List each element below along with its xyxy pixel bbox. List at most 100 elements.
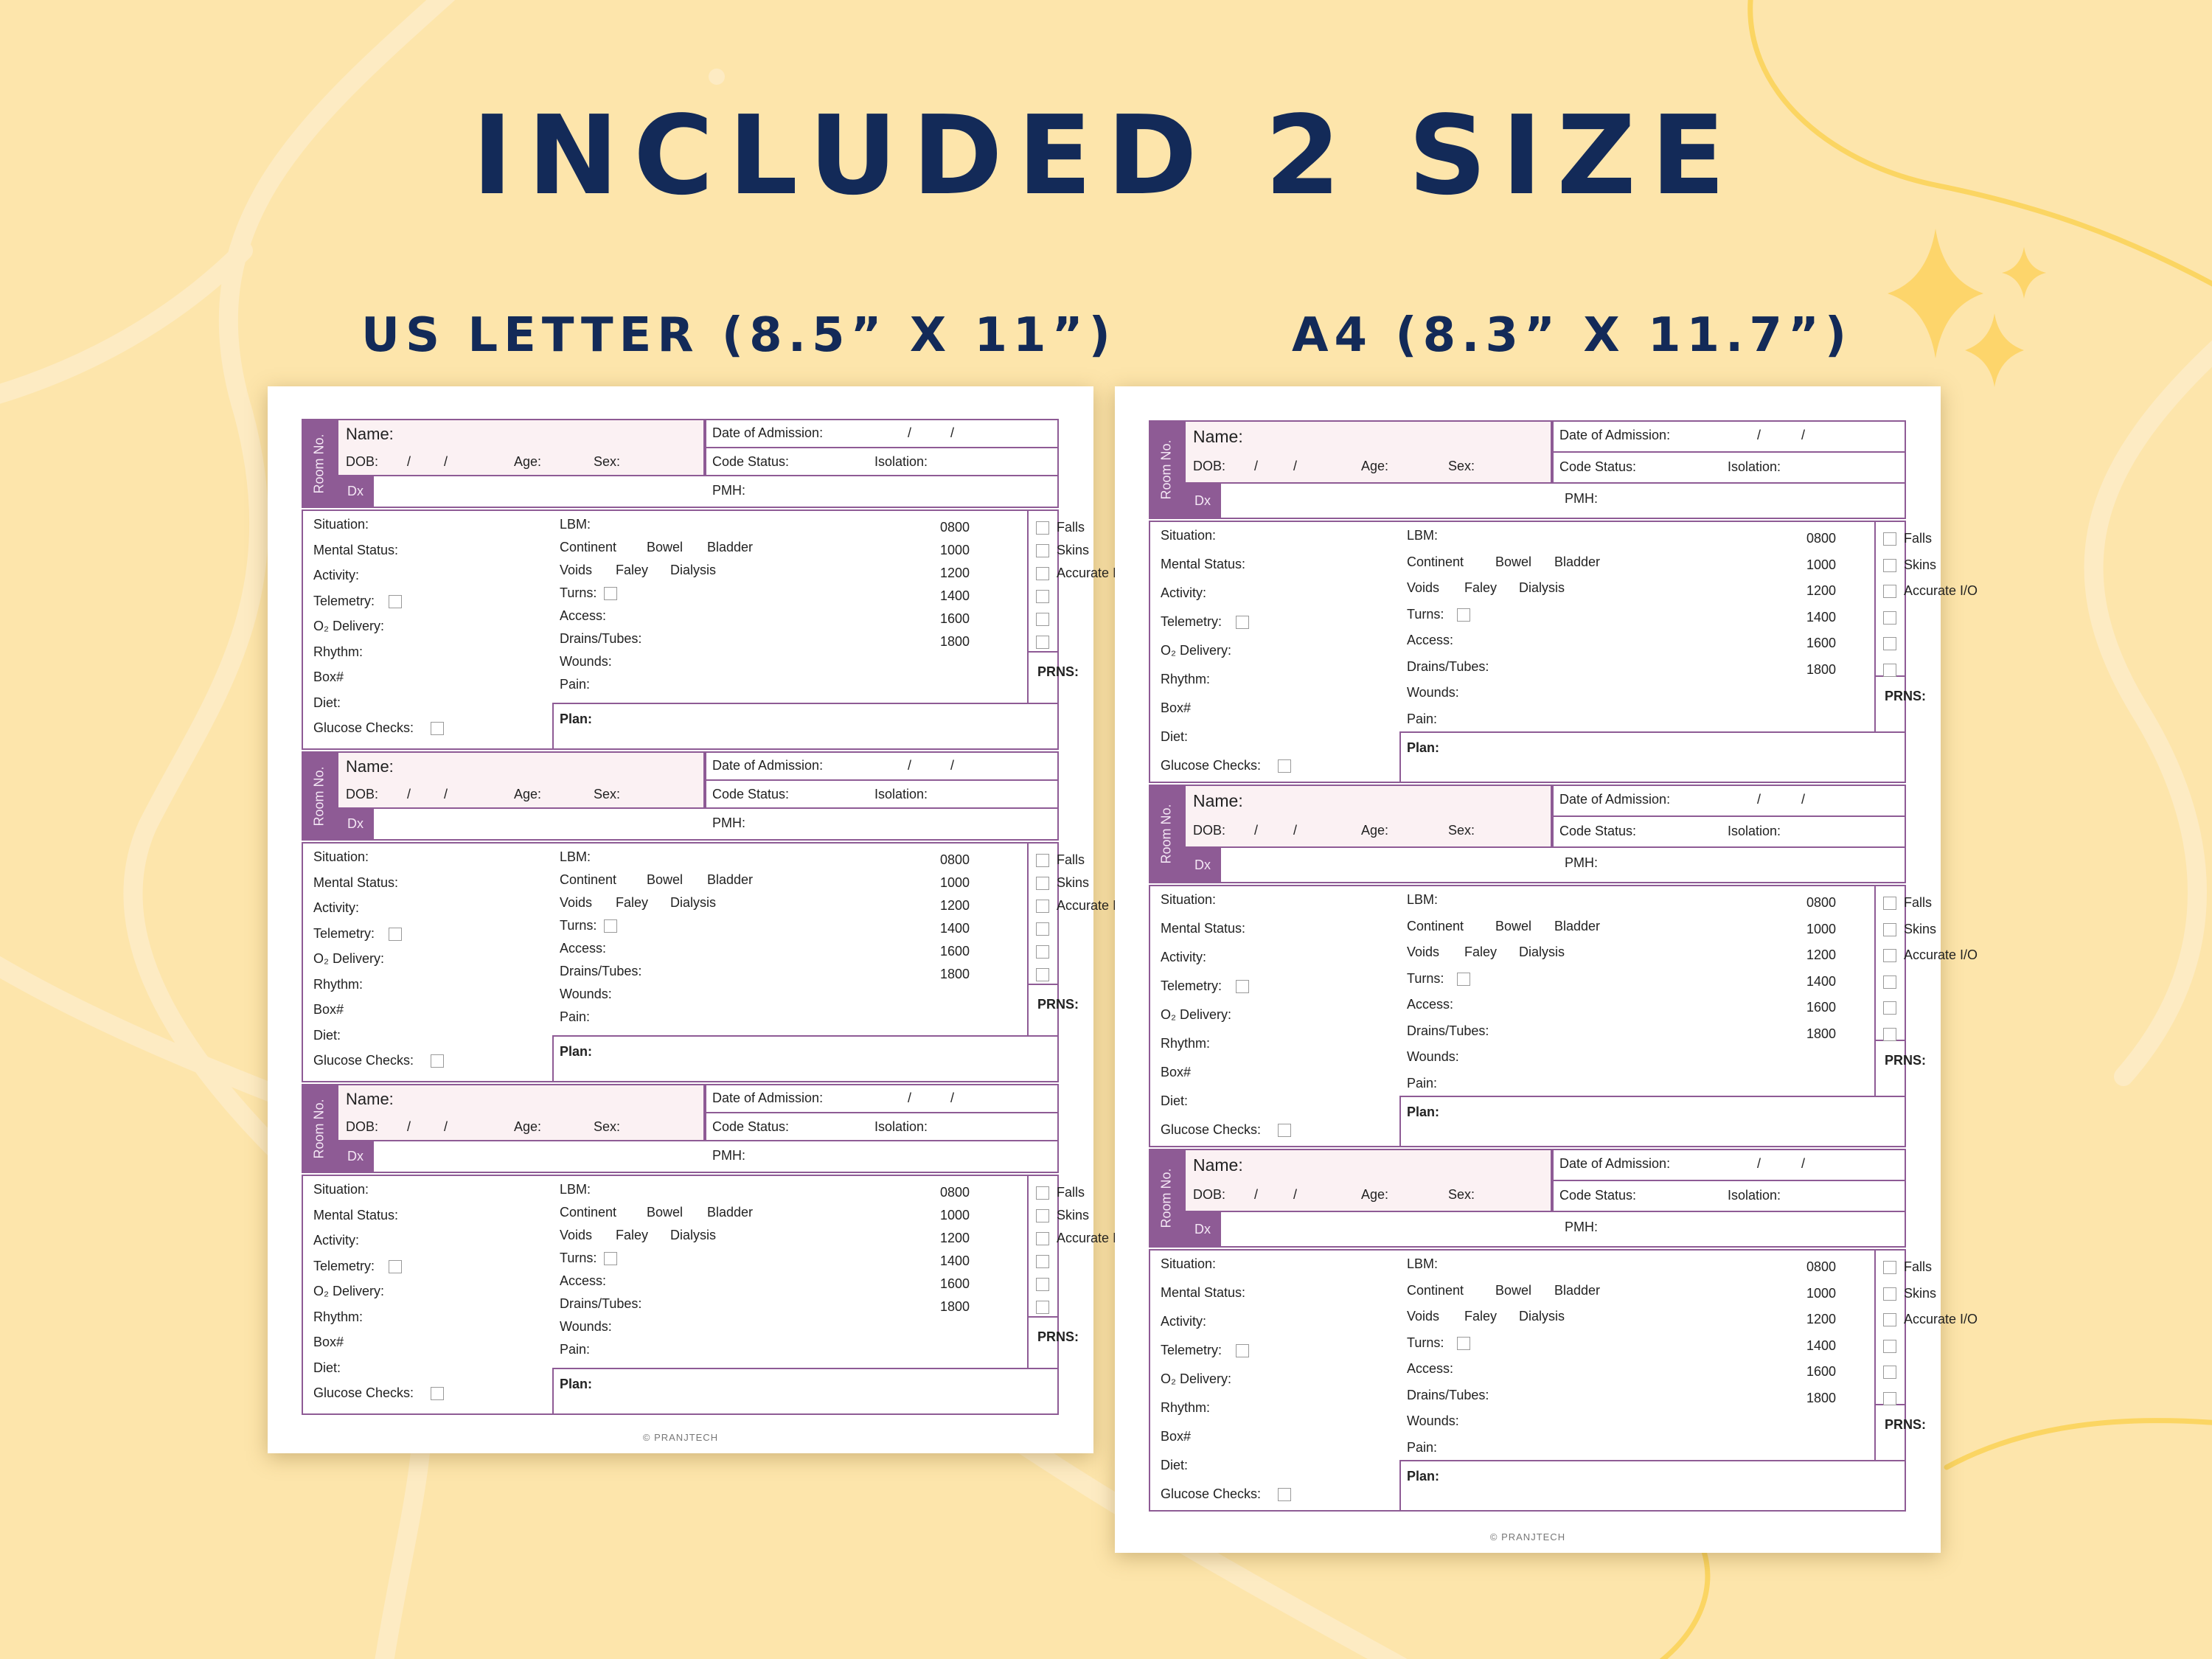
checklist-checkbox[interactable] [1036,1255,1049,1268]
lbm-label: LBM: [1407,892,1439,907]
telemetry-label: Telemetry: [1161,978,1222,993]
date-of-admission-label: Date of Admission: [712,758,824,773]
dob-slash: / [407,454,411,469]
plan-label: Plan: [560,712,593,726]
checklist-checkbox[interactable] [1883,1391,1896,1405]
rhythm-label: Rhythm: [313,1309,364,1324]
checklist-checkbox[interactable] [1036,1232,1049,1245]
glucose-checks-checkbox[interactable] [1278,1488,1291,1501]
faley-label: Faley [1464,1309,1498,1324]
age-label: Age: [1361,1187,1389,1202]
rhythm-label: Rhythm: [1161,1036,1211,1051]
checklist-checkbox[interactable] [1036,945,1049,959]
access-label: Access: [560,1273,607,1288]
checklist-checkbox[interactable] [1036,567,1049,580]
pmh-row [337,475,1059,508]
checklist-checkbox[interactable] [1036,900,1049,913]
checklist-checkbox[interactable] [1883,585,1896,598]
telemetry-checkbox[interactable] [1236,980,1249,993]
turns-checkbox[interactable] [1457,1336,1470,1350]
glucose-checks-label: Glucose Checks: [313,1053,414,1068]
checklist-checkbox[interactable] [1883,1287,1896,1301]
prns-box [1874,675,1906,733]
checklist-checkbox[interactable] [1036,1186,1049,1200]
dob-slash: / [407,1119,411,1134]
checklist-checkbox[interactable] [1883,1261,1896,1274]
checklist-checkbox[interactable] [1883,663,1896,677]
telemetry-checkbox[interactable] [389,927,402,941]
glucose-checks-checkbox[interactable] [1278,759,1291,773]
checklist-checkbox[interactable] [1883,1366,1896,1379]
checklist-checkbox[interactable] [1883,637,1896,650]
checklist-checkbox[interactable] [1036,521,1049,535]
turns-checkbox[interactable] [604,587,617,600]
plan-box [1399,1096,1906,1147]
checklist-checkbox[interactable] [1883,1313,1896,1326]
glucose-checks-label: Glucose Checks: [1161,1486,1262,1501]
glucose-checks-checkbox[interactable] [431,1054,444,1068]
plan-box [1399,731,1906,783]
time-label: 1800 [940,634,970,649]
checklist-checkbox[interactable] [1883,532,1896,546]
date-slash: / [908,1091,912,1105]
checklist-checkbox[interactable] [1883,1339,1896,1353]
checklist-checkbox[interactable] [1036,922,1049,936]
date-of-admission-label: Date of Admission: [1559,1156,1671,1171]
time-label: 0800 [1806,895,1837,910]
time-label: 1000 [940,543,970,557]
date-slash: / [908,425,912,440]
turns-label: Turns: [560,1251,597,1265]
checklist-checkbox[interactable] [1883,975,1896,989]
checklist-checkbox[interactable] [1036,636,1049,649]
telemetry-checkbox[interactable] [389,1259,402,1273]
date-of-admission-label: Date of Admission: [1559,428,1671,442]
dob-slash: / [1254,459,1259,473]
checklist-checkbox[interactable] [1883,611,1896,625]
us-letter-sheet: © PRANJTECH Room No. Dx Name: DOB: / / Age: Sex… [268,386,1130,1453]
checklist-checkbox[interactable] [1036,877,1049,890]
faley-label: Faley [616,895,649,910]
glucose-checks-checkbox[interactable] [431,722,444,735]
time-label: 1200 [1806,1312,1837,1326]
activity-label: Activity: [1161,1314,1207,1329]
date-slash: / [908,758,912,773]
checklist-checkbox[interactable] [1036,613,1049,626]
checklist-checkbox[interactable] [1883,922,1896,936]
checklist-checkbox[interactable] [1036,1209,1049,1222]
checklist-checkbox[interactable] [1036,968,1049,981]
glucose-checks-label: Glucose Checks: [1161,758,1262,773]
telemetry-checkbox[interactable] [389,594,402,608]
bowel-label: Bowel [1495,918,1532,933]
glucose-checks-checkbox[interactable] [1278,1124,1291,1137]
bladder-label: Bladder [707,540,754,554]
a4-sheet: © PRANJTECH Room No. Dx Name: DOB: / / Age: Sex… [1115,386,1978,1553]
checklist-item-label: Falls [1057,520,1085,535]
turns-checkbox[interactable] [604,1252,617,1265]
name-field [1184,420,1552,484]
continent-label: Continent [560,540,617,554]
turns-checkbox[interactable] [1457,608,1470,622]
telemetry-checkbox[interactable] [1236,616,1249,629]
pain-label: Pain: [560,1342,591,1357]
checklist-checkbox[interactable] [1036,1301,1049,1314]
checklist-checkbox[interactable] [1036,1278,1049,1291]
checklist-checkbox[interactable] [1036,544,1049,557]
turns-checkbox[interactable] [604,919,617,933]
room-number-label: Room No. [1158,439,1174,500]
turns-checkbox[interactable] [1457,972,1470,986]
faley-label: Faley [616,563,649,577]
checklist-checkbox[interactable] [1883,1027,1896,1041]
checklist-checkbox[interactable] [1883,897,1896,910]
glucose-checks-checkbox[interactable] [431,1387,444,1400]
telemetry-checkbox[interactable] [1236,1344,1249,1357]
diet-label: Diet: [1161,1458,1189,1472]
box-number-label: Box# [1161,1065,1192,1079]
dx-label: Dx [1184,1212,1221,1246]
checklist-checkbox[interactable] [1883,1001,1896,1015]
checklist-checkbox[interactable] [1036,590,1049,603]
voids-label: Voids [560,563,593,577]
checklist-checkbox[interactable] [1883,949,1896,962]
checklist-checkbox[interactable] [1036,854,1049,867]
pmh-label: PMH: [1565,491,1598,506]
checklist-checkbox[interactable] [1883,558,1896,572]
